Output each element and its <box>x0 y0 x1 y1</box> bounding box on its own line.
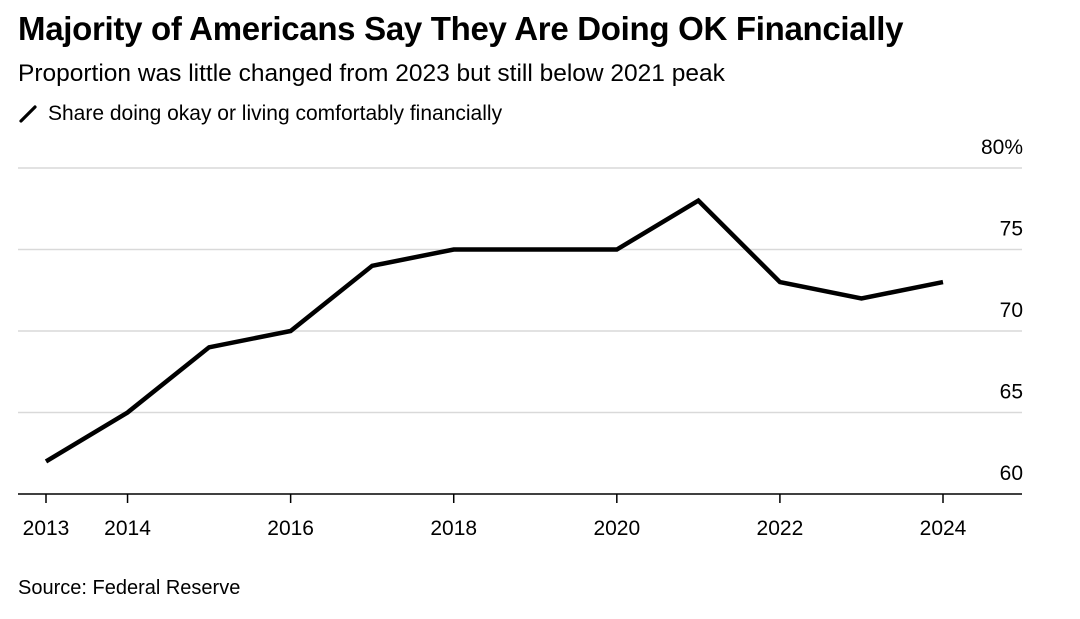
series-line-0 <box>44 197 944 464</box>
source-note: Source: Federal Reserve <box>18 577 241 599</box>
x-tick-label-2018: 2018 <box>430 517 477 540</box>
x-tick-label-2024: 2024 <box>920 517 967 540</box>
y-tick-label-75: 75 <box>1000 218 1023 241</box>
y-tick-label-60: 60 <box>1000 462 1023 485</box>
x-tick-label-2013: 2013 <box>23 517 70 540</box>
x-tick-label-2022: 2022 <box>757 517 804 540</box>
legend-line-icon <box>19 105 37 123</box>
y-tick-label-80: 80% <box>981 136 1023 159</box>
chart-subtitle: Proportion was little changed from 2023 … <box>18 60 725 87</box>
x-tick-label-2020: 2020 <box>593 517 640 540</box>
x-tick-label-2016: 2016 <box>267 517 314 540</box>
legend: Share doing okay or living comfortably f… <box>18 102 502 126</box>
chart-title: Majority of Americans Say They Are Doing… <box>18 10 904 47</box>
legend-label: Share doing okay or living comfortably f… <box>48 102 503 125</box>
x-tick-label-2014: 2014 <box>104 517 151 540</box>
y-tick-label-65: 65 <box>1000 381 1023 404</box>
y-tick-label-70: 70 <box>1000 299 1023 322</box>
